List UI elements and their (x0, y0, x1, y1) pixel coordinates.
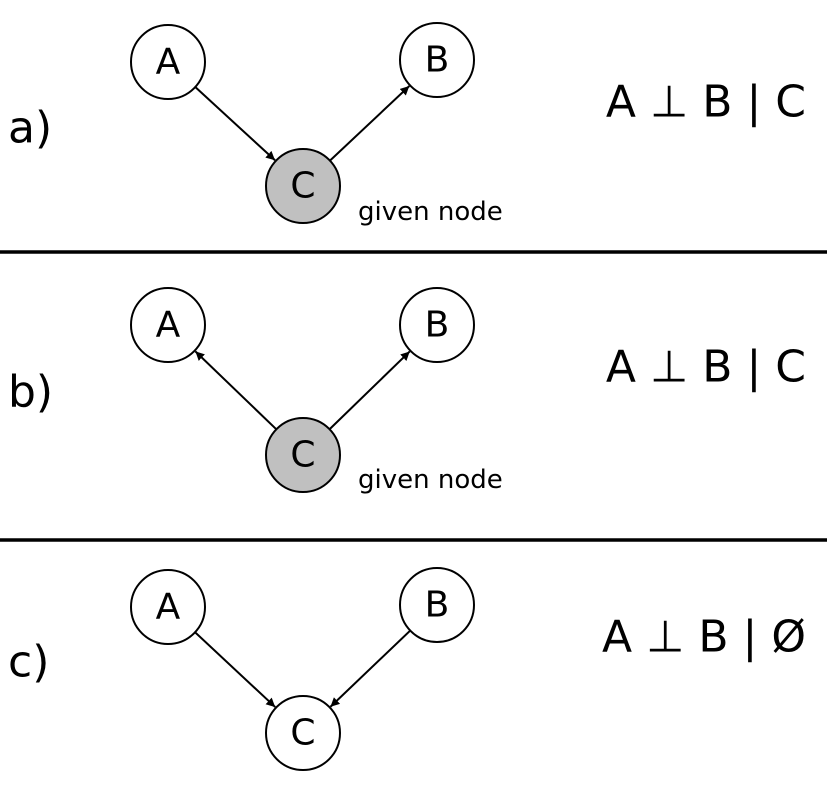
node-c-given (265, 148, 341, 224)
node-a (130, 287, 206, 363)
node-a (130, 24, 206, 100)
edge-b-to-c (329, 629, 411, 708)
edge-a-to-c (194, 86, 276, 162)
independence-formula: A ⊥ B | C (606, 77, 806, 128)
node-a-label: A (156, 42, 181, 83)
panel-b: A B Cb) given node A ⊥ B | C (8, 287, 806, 495)
node-b (399, 287, 475, 363)
node-a-label: A (156, 587, 181, 628)
independence-formula: A ⊥ B | C (606, 342, 806, 393)
independence-formula: A ⊥ B | Ø (602, 612, 806, 663)
node-a-label: A (156, 305, 181, 346)
panel-label: b) (8, 367, 53, 418)
node-c (265, 695, 341, 771)
node-c-given (265, 417, 341, 493)
node-c-label: C (290, 713, 315, 754)
edge-a-to-c (194, 631, 276, 708)
panel-label: a) (8, 103, 52, 154)
panel-a: A B Ca) given node A ⊥ B | C (8, 22, 806, 227)
panel-c: A B Cc) A ⊥ B | Ø (8, 567, 806, 771)
node-c-label: C (290, 435, 315, 476)
node-b-label: B (425, 40, 450, 81)
panel-label: c) (8, 637, 49, 688)
node-b (399, 22, 475, 98)
node-c-label: C (290, 166, 315, 207)
node-a (130, 569, 206, 645)
edge-c-to-a (194, 350, 278, 431)
node-b-label: B (425, 305, 450, 346)
edge-c-to-b (328, 350, 411, 430)
given-node-label: given node (358, 197, 503, 227)
node-b (399, 567, 475, 643)
edge-c-to-b (329, 85, 411, 162)
node-b-label: B (425, 585, 450, 626)
given-node-label: given node (358, 465, 503, 495)
